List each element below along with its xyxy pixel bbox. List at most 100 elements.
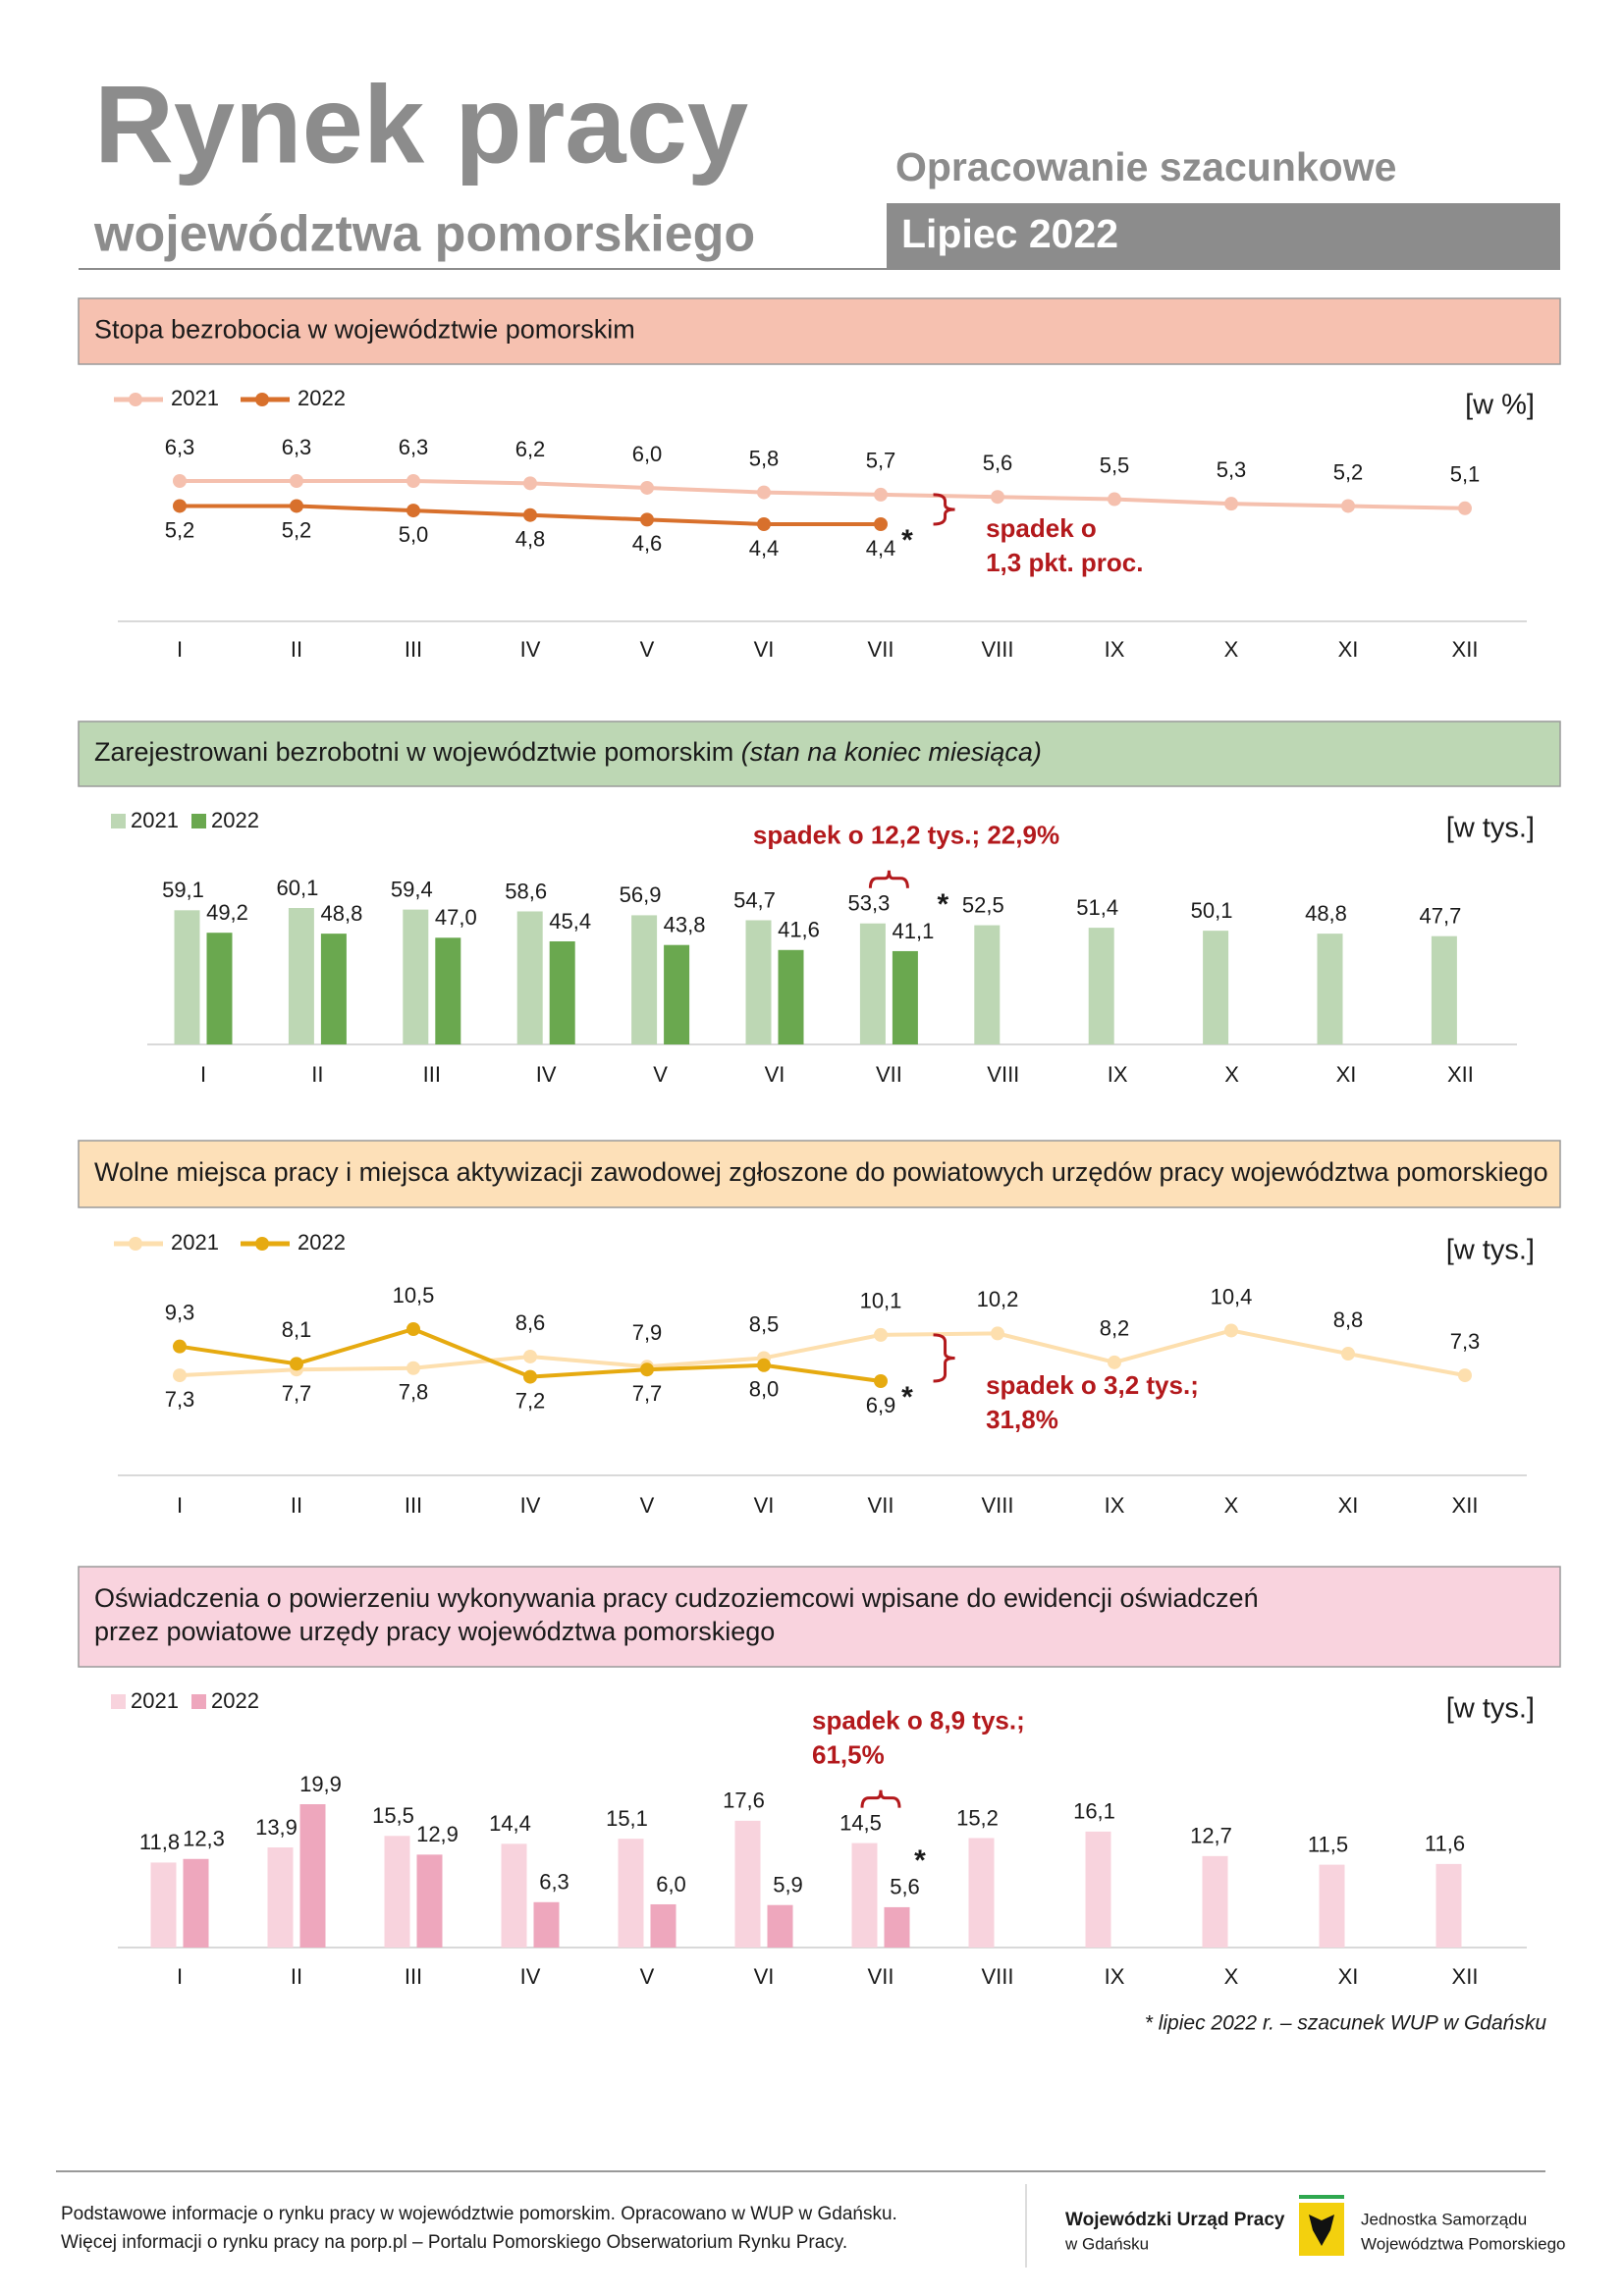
bar — [745, 920, 772, 1044]
data-point — [173, 1339, 187, 1354]
x-tick-label: VIII — [981, 1964, 1013, 1989]
x-tick-label: IV — [536, 1062, 557, 1087]
x-tick-label: VII — [868, 1493, 894, 1518]
data-label: 6,3 — [539, 1870, 569, 1895]
data-label: 4,8 — [515, 527, 546, 552]
data-point — [523, 1369, 537, 1384]
bar — [549, 940, 575, 1044]
brace — [868, 870, 909, 888]
data-label: 6,3 — [165, 435, 195, 459]
bar — [884, 1906, 910, 1948]
data-point — [1458, 501, 1472, 515]
data-label: 7,7 — [632, 1381, 663, 1406]
data-label: 5,0 — [399, 522, 429, 547]
data-label: 7,7 — [282, 1381, 312, 1406]
data-point — [757, 1358, 771, 1372]
data-label: 7,3 — [165, 1387, 195, 1412]
x-tick-label: III — [405, 1964, 422, 1989]
data-label: 6,0 — [656, 1872, 686, 1896]
x-tick-label: XII — [1452, 1493, 1479, 1518]
data-label: 12,7 — [1190, 1824, 1232, 1848]
annotation: spadek o 8,9 tys.; — [812, 1705, 1025, 1735]
bar — [533, 1901, 560, 1948]
legend-dot — [129, 393, 142, 406]
data-label: 7,3 — [1450, 1329, 1481, 1354]
bar — [403, 909, 429, 1044]
data-label: 50,1 — [1191, 898, 1233, 923]
data-label: 51,4 — [1076, 895, 1118, 920]
data-point — [290, 1357, 303, 1371]
legend-label: 2022 — [298, 386, 346, 410]
data-point — [1341, 1347, 1355, 1362]
data-label: 54,7 — [733, 887, 776, 912]
section-header — [78, 297, 1561, 365]
bar — [299, 1804, 326, 1948]
legend-swatch — [191, 814, 206, 828]
data-label: 14,4 — [489, 1811, 531, 1836]
section-title: Oświadczenia o powierzeniu wykonywania p… — [94, 1583, 1259, 1613]
data-point — [173, 474, 187, 488]
data-point — [1108, 492, 1121, 507]
data-label: 6,3 — [282, 435, 312, 459]
bar — [974, 925, 1001, 1044]
bar — [631, 915, 658, 1044]
x-tick-label: XI — [1336, 1062, 1357, 1087]
x-tick-label: III — [405, 1493, 422, 1518]
estimate-marker: * — [901, 524, 913, 557]
legend-label: 2022 — [298, 1230, 346, 1255]
x-tick-label: IX — [1108, 1062, 1128, 1087]
bar — [664, 944, 690, 1044]
data-label: 47,7 — [1419, 903, 1461, 928]
data-point — [523, 1349, 537, 1363]
data-label: 49,2 — [206, 900, 248, 925]
x-tick-label: V — [653, 1062, 668, 1087]
data-point — [640, 480, 654, 495]
bar — [1435, 1863, 1462, 1948]
data-label: 5,5 — [1100, 453, 1130, 477]
bar — [435, 937, 461, 1044]
footer-line: Więcej informacji o rynku pracy na porp.… — [61, 2232, 847, 2253]
x-tick-label: XII — [1447, 1062, 1474, 1087]
data-point — [523, 476, 537, 491]
data-label: 19,9 — [299, 1772, 342, 1796]
legend-label: 2022 — [211, 808, 259, 832]
data-point — [874, 517, 888, 531]
data-point — [1108, 1355, 1121, 1369]
section-header — [78, 1566, 1561, 1668]
x-tick-label: II — [291, 1493, 302, 1518]
x-tick-label: XII — [1452, 1964, 1479, 1989]
legend-swatch — [111, 814, 126, 828]
data-point — [406, 1361, 420, 1375]
data-label: 47,0 — [435, 905, 477, 930]
data-label: 8,6 — [515, 1310, 546, 1335]
x-tick-label: V — [640, 637, 655, 662]
estimate-marker: * — [901, 1381, 913, 1414]
legend-label: 2021 — [131, 1688, 179, 1713]
data-point — [1224, 1323, 1238, 1338]
annotation: spadek o 12,2 tys.; 22,9% — [753, 821, 1059, 850]
estimate-marker: * — [938, 888, 949, 921]
bar — [778, 949, 804, 1044]
section-title-note: (stan na koniec miesiąca) — [741, 737, 1042, 767]
x-tick-label: II — [291, 1964, 302, 1989]
estimate-marker: * — [914, 1844, 926, 1877]
data-label: 16,1 — [1073, 1799, 1115, 1824]
x-tick-label: IV — [520, 1964, 541, 1989]
data-point — [1458, 1368, 1472, 1383]
x-tick-label: IX — [1105, 637, 1125, 662]
legend-dot — [129, 1237, 142, 1251]
x-tick-label: II — [311, 1062, 323, 1087]
data-label: 5,2 — [1333, 459, 1364, 484]
data-point — [874, 1327, 888, 1342]
unit-label: [w tys.] — [1446, 1235, 1535, 1266]
bar — [206, 933, 233, 1044]
data-label: 56,9 — [620, 882, 662, 907]
data-label: 4,4 — [866, 536, 896, 561]
data-label: 5,1 — [1450, 462, 1481, 487]
data-label: 7,8 — [399, 1380, 429, 1405]
section-title: Stopa bezrobocia w województwie pomorski… — [94, 315, 635, 345]
x-tick-label: XI — [1338, 1493, 1359, 1518]
section-title: Wolne miejsca pracy i miejsca aktywizacj… — [94, 1157, 1548, 1187]
x-tick-label: IV — [520, 1493, 541, 1518]
